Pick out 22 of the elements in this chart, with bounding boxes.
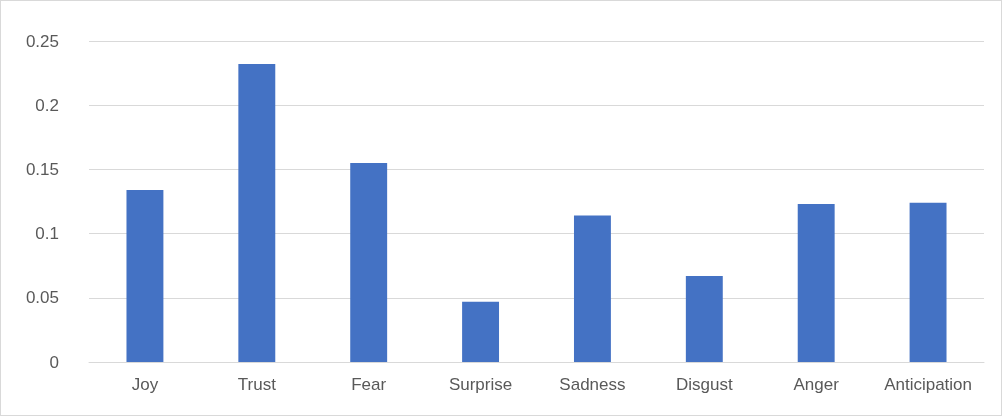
x-tick-label: Anger [793,375,840,394]
bar [909,202,947,362]
x-tick-label: Joy [131,375,159,394]
bar [797,204,835,362]
bar [573,215,611,362]
x-tick-label: Trust [237,375,277,394]
x-tick-label: Disgust [675,375,733,394]
x-tick-label: Sadness [559,375,626,394]
y-tick-label: 0.15 [25,159,59,179]
y-tick-label: 0.25 [25,31,59,51]
y-tick-label: 0.2 [35,95,59,115]
y-tick-label: 0.05 [25,288,59,308]
y-tick-label: 0.1 [35,224,59,244]
bar [462,301,500,362]
bar [685,275,723,362]
bar [126,189,164,362]
x-tick-label: Fear [351,375,387,394]
bar [350,162,388,362]
bar [238,64,276,362]
x-tick-label: Surprise [448,375,513,394]
y-tick-label: 0 [49,352,59,372]
x-tick-label: Anticipation [884,375,973,394]
